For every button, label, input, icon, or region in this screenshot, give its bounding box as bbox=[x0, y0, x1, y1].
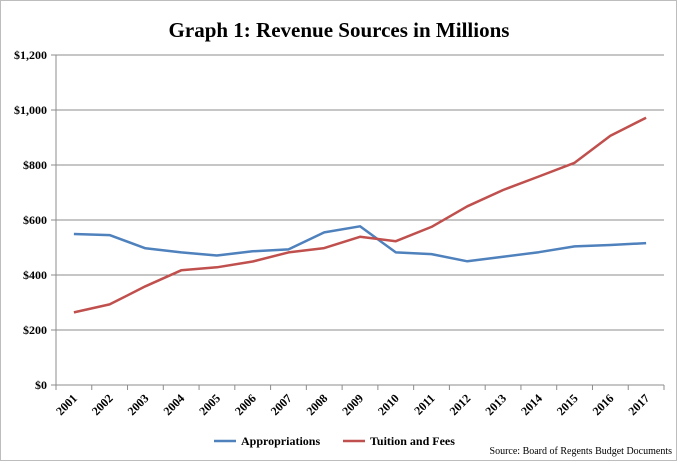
y-tick-label: $800 bbox=[23, 158, 47, 172]
x-tick-label: 2017 bbox=[625, 391, 652, 418]
x-tick-label: 2002 bbox=[89, 391, 116, 418]
x-tick-label: 2001 bbox=[53, 391, 80, 418]
legend-label: Tuition and Fees bbox=[370, 434, 455, 448]
y-tick-label: $200 bbox=[23, 323, 47, 337]
x-tick-label: 2010 bbox=[375, 391, 402, 418]
series-lines bbox=[74, 118, 646, 313]
x-tick-label: 2013 bbox=[482, 391, 509, 418]
source-note: Source: Board of Regents Budget Document… bbox=[490, 446, 673, 457]
y-tick-label: $0 bbox=[35, 378, 47, 392]
x-tick-label: 2008 bbox=[303, 391, 330, 418]
grid-lines bbox=[56, 55, 664, 330]
x-axis-ticks: 2001 2002 2003 2004 2005 2006 2007 2008 2009 2010… bbox=[53, 385, 664, 418]
x-tick-label: 2011 bbox=[411, 391, 437, 417]
y-tick-label: $400 bbox=[23, 268, 47, 282]
x-tick-label: 2006 bbox=[232, 391, 259, 418]
y-axis-ticks: $0 $200 $400 $600 $800 $1,000 $1,200 bbox=[14, 48, 56, 392]
y-tick-label: $1,000 bbox=[14, 103, 47, 117]
x-tick-label: 2012 bbox=[447, 391, 474, 418]
y-tick-label: $600 bbox=[23, 213, 47, 227]
x-tick-label: 2015 bbox=[554, 391, 581, 418]
x-tick-label: 2005 bbox=[196, 391, 223, 418]
x-tick-label: 2007 bbox=[268, 391, 295, 418]
series-line-tuition-and-fees bbox=[74, 118, 646, 313]
legend-label: Appropriations bbox=[241, 434, 320, 448]
x-tick-label: 2016 bbox=[590, 391, 617, 418]
chart-title: Graph 1: Revenue Sources in Millions bbox=[169, 18, 510, 42]
series-line-appropriations bbox=[74, 226, 646, 261]
x-tick-label: 2014 bbox=[518, 391, 545, 418]
x-tick-label: 2009 bbox=[339, 391, 366, 418]
x-tick-label: 2004 bbox=[160, 391, 187, 418]
x-tick-label: 2003 bbox=[125, 391, 152, 418]
y-tick-label: $1,200 bbox=[14, 48, 47, 62]
legend: Appropriations Tuition and Fees bbox=[214, 434, 455, 448]
